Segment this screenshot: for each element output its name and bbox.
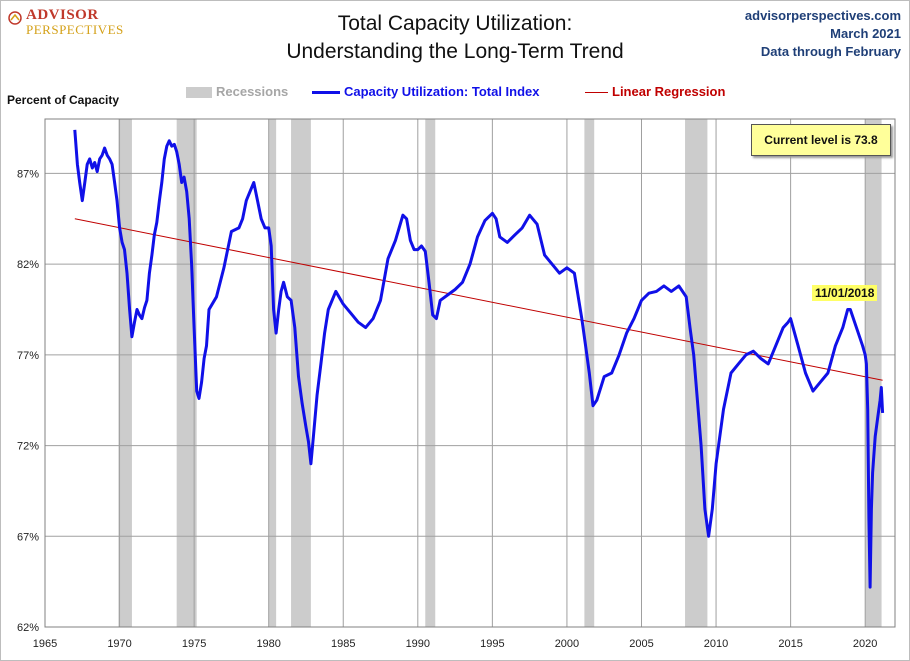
legend-series: Capacity Utilization: Total Index (344, 84, 540, 99)
x-tick-label: 1985 (331, 638, 355, 650)
plot-area-border (44, 118, 896, 628)
x-tick-label: 1970 (107, 638, 131, 650)
source-site: advisorperspectives.com (744, 8, 901, 23)
x-tick-label: 2010 (704, 638, 728, 650)
brand-logo: ADVISOR PERSPECTIVES (8, 8, 124, 36)
y-tick-label: 82% (17, 259, 39, 271)
logo-mark-icon (8, 11, 22, 25)
x-tick-label: 1995 (480, 638, 504, 650)
legend-regression-swatch (585, 92, 608, 93)
x-tick-label: 2005 (629, 638, 653, 650)
peak-annotation: 11/01/2018 (812, 285, 878, 301)
y-tick-label: 87% (17, 168, 39, 180)
x-tick-label: 2020 (853, 638, 877, 650)
x-tick-label: 1975 (182, 638, 206, 650)
y-tick-label: 67% (17, 531, 39, 543)
recession-band (291, 119, 311, 627)
source-note: Data through February (760, 44, 901, 59)
y-axis-label: Percent of Capacity (7, 93, 120, 107)
x-tick-label: 1990 (406, 638, 430, 650)
x-tick-label: 2015 (778, 638, 802, 650)
axes: 62% 67% 72% 77% 82% 87% 1965 1970 1975 1980 1985 19… (17, 118, 896, 650)
legend-regression: Linear Regression (612, 84, 726, 99)
current-level-callout: Current level is 73.8 (751, 124, 891, 156)
gridlines (44, 119, 895, 628)
x-tick-label: 1980 (256, 638, 280, 650)
x-tick-label: 2000 (555, 638, 579, 650)
y-tick-label: 62% (17, 622, 39, 634)
chart-title: Total Capacity Utilization: (337, 12, 573, 35)
recession-band (425, 119, 436, 627)
brand-line1: ADVISOR (26, 7, 99, 23)
x-tick-label: 1965 (33, 638, 57, 650)
source-date: March 2021 (830, 26, 901, 41)
y-tick-label: 77% (17, 350, 39, 362)
legend-recessions: Recessions (216, 84, 289, 99)
capacity-utilization-line (73, 129, 885, 589)
legend-recession-swatch (186, 87, 212, 98)
recession-band (118, 119, 132, 627)
brand-line2: PERSPECTIVES (26, 22, 124, 37)
y-tick-label: 72% (17, 441, 39, 453)
recession-band (268, 119, 277, 627)
recession-bands (118, 119, 882, 627)
legend-series-swatch (312, 91, 340, 94)
chart-subtitle: Understanding the Long-Term Trend (286, 40, 624, 63)
series-layer (73, 129, 885, 589)
